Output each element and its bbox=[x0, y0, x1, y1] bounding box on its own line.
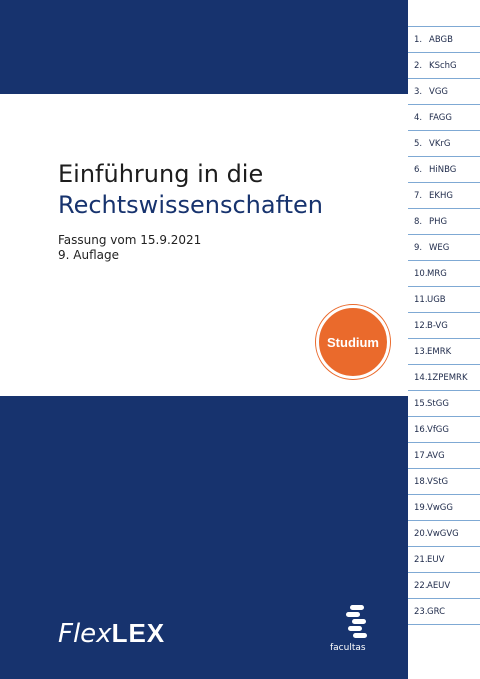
register-tab-number: 10. bbox=[414, 269, 428, 279]
register-tab-label: EMRK bbox=[427, 347, 452, 357]
register-tab[interactable]: 22. AEUV bbox=[408, 573, 480, 599]
register-tab-label: StGG bbox=[427, 399, 449, 409]
register-tabs: 1. ABGB 2. KSchG 3. VGG 4. FAGG 5. VKrG 6. HiNBG 7. E… bbox=[408, 0, 480, 679]
register-tab-number: 5. bbox=[414, 139, 423, 149]
register-tab-number: 6. bbox=[414, 165, 423, 175]
register-tab[interactable]: 23. GRC bbox=[408, 599, 480, 625]
bottom-navy-band bbox=[0, 396, 408, 679]
register-tab-number: 13. bbox=[414, 347, 428, 357]
top-navy-band bbox=[0, 0, 408, 94]
register-tab-label: 1ZPEMRK bbox=[427, 373, 468, 383]
register-tab[interactable]: 14. 1ZPEMRK bbox=[408, 365, 480, 391]
register-tab-label: AVG bbox=[427, 451, 445, 461]
register-tab-number: 23. bbox=[414, 607, 428, 617]
register-tab-number: 12. bbox=[414, 321, 428, 331]
register-tab[interactable]: 10. MRG bbox=[408, 261, 480, 287]
register-tab-number: 18. bbox=[414, 477, 428, 487]
register-tab-number: 22. bbox=[414, 581, 428, 591]
register-tab-number: 9. bbox=[414, 243, 423, 253]
publisher-logo-icon bbox=[346, 605, 367, 638]
register-tab[interactable]: 7. EKHG bbox=[408, 183, 480, 209]
register-tab-number: 3. bbox=[414, 87, 423, 97]
register-tab-number: 11. bbox=[414, 295, 428, 305]
register-tab-number: 1. bbox=[414, 35, 423, 45]
register-tab-number: 7. bbox=[414, 191, 423, 201]
register-tab-label: ABGB bbox=[429, 35, 453, 45]
title-line-2: Rechtswissenschaften bbox=[58, 191, 323, 219]
studium-badge: Studium bbox=[316, 305, 390, 379]
register-tab[interactable]: 5. VKrG bbox=[408, 131, 480, 157]
register-tab-label: HiNBG bbox=[429, 165, 457, 175]
title-line-1: Einführung in die bbox=[58, 160, 264, 188]
register-tab[interactable]: 12. B-VG bbox=[408, 313, 480, 339]
register-tab[interactable]: 20. VwGVG bbox=[408, 521, 480, 547]
register-tab[interactable]: 9. WEG bbox=[408, 235, 480, 261]
register-tab-number: 21. bbox=[414, 555, 428, 565]
register-tab[interactable]: 2. KSchG bbox=[408, 53, 480, 79]
register-tab-label: MRG bbox=[427, 269, 447, 279]
edition-number: 9. Auflage bbox=[58, 248, 119, 262]
register-tab-label: UGB bbox=[427, 295, 446, 305]
register-tab-label: KSchG bbox=[429, 61, 457, 71]
register-tab-label: VfGG bbox=[427, 425, 449, 435]
register-tab[interactable]: 11. UGB bbox=[408, 287, 480, 313]
register-tab[interactable]: 17. AVG bbox=[408, 443, 480, 469]
register-tab-number: 4. bbox=[414, 113, 423, 123]
register-tab-number: 20. bbox=[414, 529, 428, 539]
register-tab-label: VwGVG bbox=[427, 529, 459, 539]
register-tab-number: 14. bbox=[414, 373, 428, 383]
register-tab-label: B-VG bbox=[427, 321, 448, 331]
register-tab-label: VGG bbox=[429, 87, 448, 97]
register-tab[interactable]: 6. HiNBG bbox=[408, 157, 480, 183]
book-cover: Einführung in die Rechtswissenschaften F… bbox=[0, 0, 408, 679]
edition-date: Fassung vom 15.9.2021 bbox=[58, 233, 202, 247]
register-tab-label: AEUV bbox=[427, 581, 451, 591]
badge-label: Studium bbox=[327, 334, 379, 350]
register-tab[interactable]: 15. StGG bbox=[408, 391, 480, 417]
register-tab[interactable]: 13. EMRK bbox=[408, 339, 480, 365]
register-tab[interactable]: 1. ABGB bbox=[408, 27, 480, 53]
register-tab-number: 2. bbox=[414, 61, 423, 71]
register-tab[interactable]: 18. VStG bbox=[408, 469, 480, 495]
register-tab-number: 19. bbox=[414, 503, 428, 513]
register-tab-number: 16. bbox=[414, 425, 428, 435]
register-tab-number: 8. bbox=[414, 217, 423, 227]
register-tab[interactable]: 19. VwGG bbox=[408, 495, 480, 521]
series-logo-suffix: LEX bbox=[111, 618, 166, 648]
register-tab-label: WEG bbox=[429, 243, 450, 253]
register-tab[interactable]: 3. VGG bbox=[408, 79, 480, 105]
register-tab[interactable]: 4. FAGG bbox=[408, 105, 480, 131]
register-tab-label: GRC bbox=[427, 607, 446, 617]
register-tab-label: VKrG bbox=[429, 139, 451, 149]
register-tab-label: VwGG bbox=[427, 503, 453, 513]
register-tab-number: 15. bbox=[414, 399, 428, 409]
register-tab-label: EUV bbox=[427, 555, 445, 565]
series-logo: FlexLEX bbox=[58, 618, 165, 649]
register-tab-label: EKHG bbox=[429, 191, 453, 201]
register-tab[interactable]: 16. VfGG bbox=[408, 417, 480, 443]
tab-divider bbox=[408, 26, 480, 27]
register-tab-label: PHG bbox=[429, 217, 448, 227]
register-tab-label: VStG bbox=[427, 477, 449, 487]
register-tab-label: FAGG bbox=[429, 113, 452, 123]
series-logo-prefix: Flex bbox=[58, 619, 112, 649]
register-tab[interactable]: 21. EUV bbox=[408, 547, 480, 573]
register-tab-number: 17. bbox=[414, 451, 428, 461]
register-tab[interactable]: 8. PHG bbox=[408, 209, 480, 235]
publisher-name: facultas bbox=[330, 643, 366, 653]
